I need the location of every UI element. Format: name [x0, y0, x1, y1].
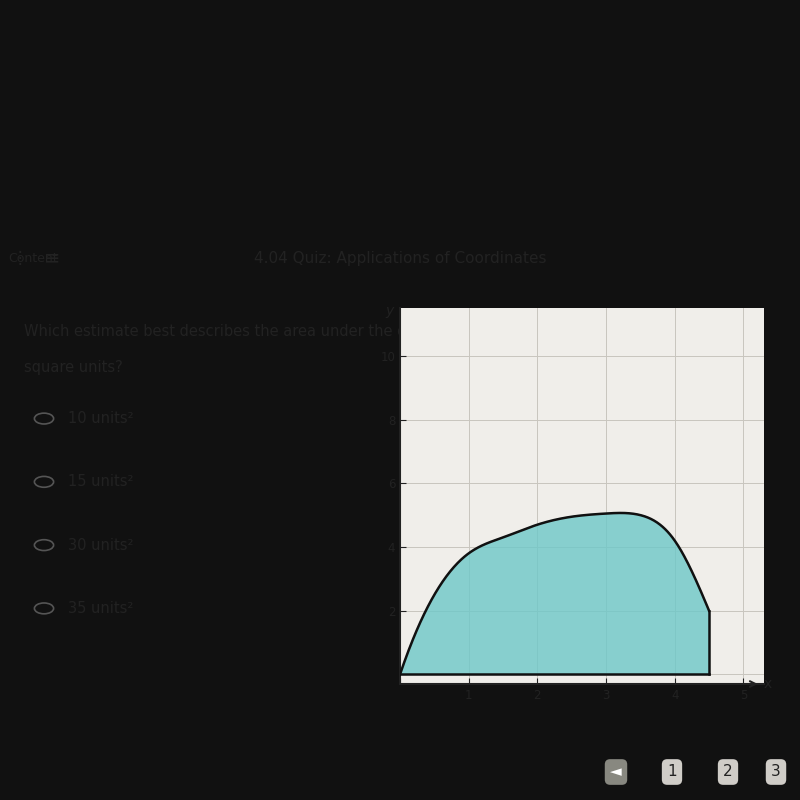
Text: ≡: ≡: [44, 249, 60, 267]
Text: 1: 1: [667, 765, 677, 779]
Text: 2: 2: [723, 765, 733, 779]
Text: Which estimate best describes the area under the curve in: Which estimate best describes the area u…: [24, 324, 456, 338]
Text: 3: 3: [771, 765, 781, 779]
Text: x: x: [764, 677, 772, 691]
Text: 30 units²: 30 units²: [68, 538, 134, 553]
Text: ◄: ◄: [610, 765, 622, 779]
Text: y: y: [386, 304, 394, 318]
Text: 35 units²: 35 units²: [68, 601, 134, 616]
Text: square units?: square units?: [24, 360, 122, 374]
Text: 15 units²: 15 units²: [68, 474, 134, 490]
Text: 4.04 Quiz: Applications of Coordinates: 4.04 Quiz: Applications of Coordinates: [254, 250, 546, 266]
Text: Content: Content: [8, 251, 58, 265]
Polygon shape: [400, 513, 709, 674]
Text: 10 units²: 10 units²: [68, 411, 134, 426]
Text: ⋮: ⋮: [12, 249, 28, 267]
